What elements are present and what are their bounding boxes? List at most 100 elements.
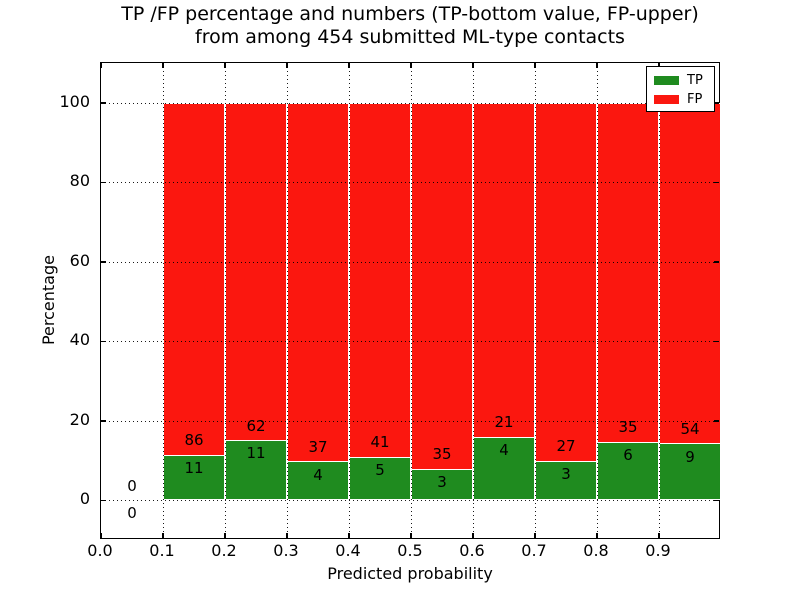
x-tick-label: 0.5 [397, 541, 423, 560]
x-tick-label: 0.8 [583, 541, 609, 560]
x-tick-mark-top [224, 63, 226, 68]
fp-count-label: 21 [494, 412, 514, 431]
tp-count-label: 0 [127, 504, 137, 523]
tp-color-swatch [654, 76, 679, 85]
x-tick-label: 0.1 [149, 541, 175, 560]
y-tick-mark [101, 261, 106, 263]
tp-count-label: 4 [499, 440, 509, 459]
vertical-gridline [163, 63, 164, 538]
x-tick-mark-top [162, 63, 164, 68]
bar-segment-tp [225, 440, 287, 501]
bar-segment-fp [349, 102, 411, 458]
tp-count-label: 9 [685, 447, 695, 466]
fp-count-label: 62 [246, 416, 266, 435]
x-tick-mark-top [286, 63, 288, 68]
legend-entry-fp: FP [647, 90, 714, 109]
legend-entry-tp: TP [647, 71, 714, 90]
x-tick-label: 0.7 [521, 541, 547, 560]
tp-count-label: 6 [623, 446, 633, 465]
horizontal-gridline [101, 182, 719, 184]
y-tick-mark-right [714, 181, 719, 183]
vertical-gridline [349, 63, 350, 538]
y-tick-mark [101, 181, 106, 183]
x-tick-label: 0.4 [335, 541, 361, 560]
bar-segment-fp [535, 102, 597, 461]
y-tick-mark-right [714, 420, 719, 422]
x-tick-label: 0.2 [211, 541, 237, 560]
legend-label: TP [687, 73, 703, 88]
x-tick-mark-top [472, 63, 474, 68]
y-tick-label: 60 [69, 250, 90, 270]
y-tick-mark [101, 499, 106, 501]
y-axis-label: Percentage [39, 255, 58, 346]
x-tick-label: 0.3 [273, 541, 299, 560]
y-tick-label: 0 [79, 489, 90, 509]
fp-count-label: 35 [432, 445, 452, 464]
tp-count-label: 11 [246, 444, 266, 463]
x-tick-mark [410, 533, 412, 538]
fp-count-label: 35 [618, 418, 638, 437]
x-tick-mark-top [100, 63, 102, 68]
tp-count-label: 11 [184, 459, 204, 478]
x-tick-mark-top [658, 63, 660, 68]
x-tick-mark [534, 533, 536, 538]
x-tick-mark [596, 533, 598, 538]
bar-segment-fp [225, 102, 287, 441]
x-tick-mark-top [596, 63, 598, 68]
fp-color-swatch [654, 95, 679, 104]
tp-count-label: 4 [313, 465, 323, 484]
x-tick-mark-top [348, 63, 350, 68]
bar-segment-fp [163, 102, 225, 456]
y-tick-mark [101, 340, 106, 342]
x-tick-label: 0.9 [645, 541, 671, 560]
horizontal-gridline [101, 261, 719, 263]
bar-segment-tp [597, 442, 659, 501]
tp-count-label: 3 [437, 472, 447, 491]
legend: TP FP [646, 66, 715, 112]
tp-count-label: 5 [375, 461, 385, 480]
bar-segment-tp [349, 457, 411, 501]
x-tick-mark [286, 533, 288, 538]
fp-count-label: 0 [127, 476, 137, 495]
x-tick-mark [162, 533, 164, 538]
bar-segment-fp [597, 102, 659, 443]
horizontal-gridline [101, 341, 719, 343]
x-tick-mark [472, 533, 474, 538]
x-tick-mark [224, 533, 226, 538]
fp-count-label: 54 [680, 419, 700, 438]
y-tick-mark-right [714, 499, 719, 501]
y-tick-mark [101, 102, 106, 104]
bar-segment-fp [473, 102, 535, 437]
x-tick-mark-top [534, 63, 536, 68]
horizontal-gridline [101, 102, 719, 104]
x-tick-mark [100, 533, 102, 538]
x-tick-mark-top [410, 63, 412, 68]
vertical-gridline [659, 63, 660, 538]
y-tick-mark-right [714, 102, 719, 104]
vertical-gridline [535, 63, 536, 538]
tp-count-label: 3 [561, 464, 571, 483]
fp-count-label: 27 [556, 436, 576, 455]
y-tick-label: 20 [69, 409, 90, 429]
horizontal-gridline [101, 500, 719, 502]
chart-title-line1: TP /FP percentage and numbers (TP-bottom… [121, 3, 699, 25]
y-tick-mark [101, 420, 106, 422]
vertical-gridline [411, 63, 412, 538]
bar-segment-fp [411, 102, 473, 469]
plot-area: 0 0 86 11 62 11 37 4 41 5 35 3 21 4 27 3 35 6 54 9 [100, 62, 721, 539]
vertical-gridline [225, 63, 226, 538]
bar-segment-tp [163, 455, 225, 501]
x-tick-mark [658, 533, 660, 538]
bar-segment-tp [473, 436, 535, 501]
vertical-gridline [473, 63, 474, 538]
y-tick-label: 40 [69, 330, 90, 350]
bar-segment-fp [287, 102, 349, 462]
fp-count-label: 86 [184, 431, 204, 450]
y-tick-mark-right [714, 340, 719, 342]
fp-count-label: 37 [308, 437, 328, 456]
bar-segment-fp [659, 102, 721, 444]
x-tick-mark [348, 533, 350, 538]
legend-label: FP [687, 92, 703, 107]
vertical-gridline [287, 63, 288, 538]
